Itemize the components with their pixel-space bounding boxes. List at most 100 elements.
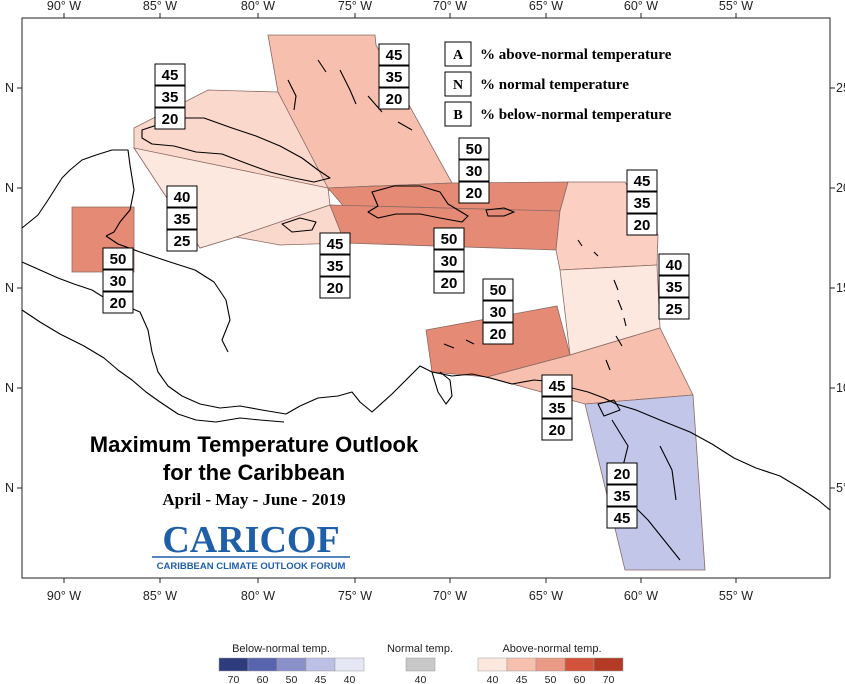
legend-above-title: Above-normal temp. [502,643,601,655]
prob-value: 20 [327,280,344,297]
prob-cell [606,506,638,529]
legend-below-swatch [276,657,307,672]
logo-tagline: CARIBBEAN CLIMATE OUTLOOK FORUM [157,561,346,572]
lon-label-bottom: 60° W [624,589,658,603]
prob-value: 30 [441,253,458,270]
legend-below-tick: 45 [315,674,327,684]
legend-normal-title: Normal temp. [387,643,453,655]
prob-cell [433,227,465,250]
prob-value: 20 [490,326,507,343]
legend-below-swatch [218,657,249,672]
legend-normal-swatch [405,657,436,672]
lon-label-top: 60° W [624,0,658,13]
prob-box: 45 35 20 [541,374,573,441]
lat-label-right: 15 [836,281,845,295]
prob-value: 50 [110,251,127,268]
legend-below-tick: 50 [286,674,298,684]
coastlines [21,59,831,561]
legend-below-tick: 60 [257,674,269,684]
prob-cell [102,291,134,314]
prob-cell [482,322,514,345]
prob-box: 50 30 20 [482,278,514,345]
coast-abc-islands [443,339,475,349]
prob-cell [541,396,573,419]
prob-value: 20 [549,422,566,439]
lon-label-bottom: 85° W [143,589,177,603]
lon-axis-bottom [63,578,737,583]
prob-box: 50 30 20 [458,137,490,204]
prob-box: 45 35 20 [626,169,658,236]
lon-label-top: 75° W [338,0,372,13]
legend-above-tick: 60 [574,674,586,684]
caricof-logo: CARICOF CARIBBEAN CLIMATE OUTLOOK FORUM [152,519,350,572]
lat-label-left: N [5,381,14,395]
prob-value: 45 [386,47,403,64]
prob-cell [319,276,351,299]
lat-axis [17,87,835,489]
key-letter-n: N [453,78,463,93]
coast-mexico-yucatan [21,149,135,237]
prob-value: 50 [466,141,483,158]
prob-value: 30 [490,304,507,321]
lon-label-bottom: 55° W [719,589,753,603]
prob-cell [378,87,410,110]
prob-cell [166,207,198,230]
lon-label-bottom: 75° W [338,589,372,603]
prob-value: 20 [162,111,179,128]
prob-cell [541,374,573,397]
prob-value: 35 [634,195,651,212]
prob-value: 35 [386,69,403,86]
prob-value: 35 [549,400,566,417]
prob-box: 40 35 25 [166,185,198,252]
legend-normal-tick: 40 [415,674,427,684]
legend-above-tick: 40 [487,674,499,684]
lat-label-right: 25 [836,81,845,95]
lat-label-left: N [5,81,14,95]
prob-cell [154,63,186,86]
lon-axis-top [63,13,737,18]
prob-cell [658,253,690,276]
lon-label-top: 70° W [433,0,467,13]
prob-value: 45 [614,510,631,527]
legend-above-tick: 70 [603,674,615,684]
prob-cell [154,107,186,130]
legend-above-swatch [506,657,537,672]
prob-value: 35 [666,279,683,296]
prob-cell [433,249,465,272]
key-desc-above: % above-normal temperature [480,47,672,63]
prob-cell [319,232,351,255]
lon-label-bottom: 90° W [47,589,81,603]
coast-south-america-lake [431,371,453,405]
prob-value: 25 [666,301,683,318]
prob-cell [482,300,514,323]
prob-cell [458,137,490,160]
key-letter-a: A [453,48,464,63]
prob-cell [606,484,638,507]
prob-box: 50 30 20 [433,227,465,294]
prob-value: 20 [466,185,483,202]
prob-cell [626,169,658,192]
prob-value: 45 [549,378,566,395]
logo-name: CARICOF [162,519,339,561]
legend-below-title: Below-normal temp. [232,643,330,655]
prob-cell [458,159,490,182]
prob-cell [166,185,198,208]
map-title-line1: Maximum Temperature Outlook [90,432,419,457]
map-frame [21,17,831,579]
lat-label-right: 5° [836,481,845,495]
prob-box: 45 35 20 [154,63,186,130]
lon-label-bottom: 65° W [529,589,563,603]
coast-cuba [141,117,331,183]
key-letter-b: B [453,108,462,123]
prob-value: 25 [174,233,191,250]
prob-value: 30 [466,163,483,180]
prob-value: 45 [327,236,344,253]
prob-value: 45 [634,173,651,190]
lon-label-top: 90° W [47,0,81,13]
prob-value: 35 [162,89,179,106]
prob-value: 50 [441,231,458,248]
map-title-line2: for the Caribbean [163,460,345,485]
lat-label-left: N [5,281,14,295]
prob-cell [433,271,465,294]
